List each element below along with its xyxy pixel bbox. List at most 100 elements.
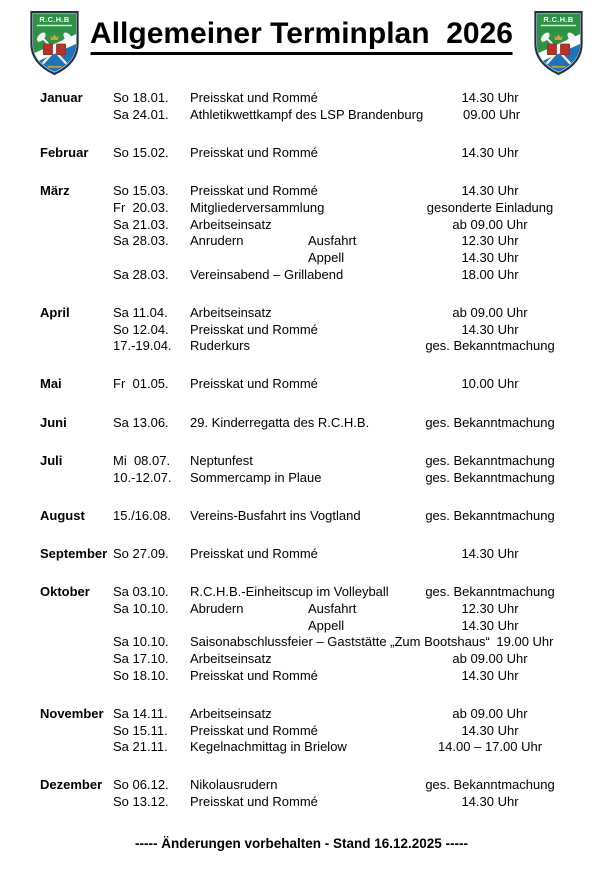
date-cell: So 15.03.	[113, 183, 169, 199]
schedule-row: So 13.12. Preisskat und Rommé 14.30 Uhr	[40, 794, 560, 811]
schedule: Januar So 18.01. Preisskat und Rommé 14.30 …	[40, 90, 560, 811]
schedule-row: So 12.04. Preisskat und Rommé 14.30 Uhr	[40, 322, 560, 339]
date-cell: Sa 11.04.	[113, 304, 168, 320]
month-label: Februar	[40, 144, 89, 160]
event-cell: Preisskat und Rommé	[190, 183, 318, 199]
time-cell: ges. Bekanntmachung	[425, 414, 555, 430]
month-label	[40, 470, 113, 487]
month-label: September	[40, 545, 108, 561]
month-label	[40, 601, 113, 618]
schedule-row: Mai Fr 01.05. Preisskat und Rommé 10.00 Uhr	[40, 376, 560, 393]
schedule-row: Sa 28.03. Vereinsabend – Grillabend 18.00 …	[40, 267, 560, 284]
event-name: Anrudern	[190, 233, 244, 249]
date-cell: 10.-12.07.	[113, 469, 172, 485]
month-block: Juni Sa 13.06. 29. Kinderregatta des R.C.H…	[40, 415, 560, 432]
shield-bands	[536, 13, 581, 72]
schedule-row: Juni Sa 13.06. 29. Kinderregatta des R.C.H…	[40, 415, 560, 432]
time-cell: 14.30 Uhr	[461, 794, 519, 810]
schedule-row: Fr 20.03. Mitgliederversammlung gesonderte…	[40, 200, 560, 217]
month-block: Dezember So 06.12. Nikolausrudern ges. Beka…	[40, 777, 560, 810]
page-header: R.C.H.B Allgemeiner Terminplan 2026	[0, 0, 603, 90]
date-cell: Sa 03.10.	[113, 584, 169, 600]
month-label	[40, 338, 113, 355]
time-cell: ab 09.00 Uhr	[452, 705, 528, 721]
event-name: Abrudern	[190, 600, 244, 616]
date-cell	[113, 250, 190, 267]
schedule-row: Januar So 18.01. Preisskat und Rommé 14.30 …	[40, 90, 560, 107]
schedule-row: Februar So 15.02. Preisskat und Rommé 14.30…	[40, 145, 560, 162]
month-block: September So 27.09. Preisskat und Rommé 14.…	[40, 546, 560, 563]
time-cell: 14.30 Uhr	[461, 667, 519, 683]
schedule-row: Sa 17.10. Arbeitseinsatz ab 09.00 Uhr	[40, 651, 560, 668]
event-cell: Preisskat und Rommé	[190, 794, 318, 810]
date-cell: So 18.10.	[113, 667, 169, 683]
date-cell: Fr 01.05.	[113, 376, 169, 392]
event-sub-label: Ausfahrt	[308, 233, 357, 249]
time-cell: 10.00 Uhr	[461, 376, 519, 392]
date-cell: Sa 28.03.	[113, 266, 169, 282]
schedule-row: 17.-19.04. Ruderkurs ges. Bekanntmachung	[40, 338, 560, 355]
crown-icon	[50, 34, 59, 41]
date-cell: So 18.01.	[113, 90, 169, 105]
time-cell: ges. Bekanntmachung	[425, 584, 555, 600]
month-label	[40, 322, 113, 339]
castle-emblem-icon	[42, 43, 67, 56]
event-cell: Kegelnachmittag in Brielow	[190, 739, 347, 755]
oar-blade-icon	[567, 32, 577, 42]
month-label: August	[40, 507, 85, 523]
schedule-row: So 18.10. Preisskat und Rommé 14.30 Uhr	[40, 668, 560, 685]
schedule-row: Appell 14.30 Uhr	[40, 250, 560, 267]
crest-abbr-text: R.C.H.B	[543, 15, 573, 24]
time-cell: ges. Bekanntmachung	[425, 452, 555, 468]
event-name	[190, 618, 308, 635]
schedule-row: März So 15.03. Preisskat und Rommé 14.30 Uh…	[40, 183, 560, 200]
date-cell: Sa 13.06.	[113, 414, 169, 430]
event-cell: Preisskat und Rommé	[190, 722, 318, 738]
time-cell: 14.30 Uhr	[461, 617, 519, 633]
event-sub-label: Appell	[308, 249, 345, 265]
event-cell: Mitgliederversammlung	[190, 199, 325, 215]
time-cell: ab 09.00 Uhr	[452, 216, 528, 232]
event-cell: Appell	[190, 250, 420, 267]
date-cell: 17.-19.04.	[113, 338, 172, 354]
time-cell: 12.30 Uhr	[461, 233, 519, 249]
month-label	[40, 250, 113, 267]
time-cell: 19.00 Uhr	[496, 634, 554, 650]
schedule-row: Sa 21.03. Arbeitseinsatz ab 09.00 Uhr	[40, 217, 560, 234]
crest-subtitle-line	[36, 24, 73, 27]
month-block: Februar So 15.02. Preisskat und Rommé 14.30…	[40, 145, 560, 162]
event-cell: R.C.H.B.-Einheitscup im Volleyball	[190, 584, 389, 600]
crown-icon	[554, 34, 563, 41]
time-cell: 12.30 Uhr	[461, 600, 519, 616]
time-cell: 14.30 Uhr	[461, 249, 519, 265]
month-label	[40, 739, 113, 756]
event-cell: Preisskat und Rommé	[190, 376, 318, 392]
schedule-row: Oktober Sa 03.10. R.C.H.B.-Einheitscup im …	[40, 584, 560, 601]
page-title: Allgemeiner Terminplan 2026	[90, 17, 513, 55]
event-cell: Arbeitseinsatz	[190, 304, 272, 320]
month-block: Oktober Sa 03.10. R.C.H.B.-Einheitscup im …	[40, 584, 560, 684]
schedule-row: Sa 24.01. Athletikwettkampf des LSP Brand…	[40, 107, 560, 124]
oar-blade-icon	[36, 32, 46, 42]
month-label: November	[40, 705, 104, 721]
month-label	[40, 107, 113, 124]
schedule-row: So 15.11. Preisskat und Rommé 14.30 Uhr	[40, 723, 560, 740]
time-cell: gesonderte Einladung	[426, 199, 554, 215]
event-name	[190, 250, 308, 267]
month-label: Januar	[40, 90, 83, 105]
castle-emblem-icon	[546, 43, 571, 56]
event-cell: Preisskat und Rommé	[190, 144, 318, 160]
date-cell: Sa 21.11.	[113, 739, 168, 755]
month-label: März	[40, 183, 70, 199]
month-block: Januar So 18.01. Preisskat und Rommé 14.30 …	[40, 90, 560, 123]
time-cell: ges. Bekanntmachung	[425, 777, 555, 793]
event-cell: Vereinsabend – Grillabend	[190, 266, 344, 282]
crest-motto-line	[47, 66, 62, 68]
time-cell: 14.30 Uhr	[461, 545, 519, 561]
event-cell: Abrudern Ausfahrt	[190, 601, 420, 618]
time-cell: 14.30 Uhr	[461, 321, 519, 337]
date-cell: So 15.02.	[113, 144, 169, 160]
event-cell: Appell	[190, 618, 420, 635]
month-label	[40, 634, 113, 651]
date-cell: Sa 21.03.	[113, 216, 169, 232]
